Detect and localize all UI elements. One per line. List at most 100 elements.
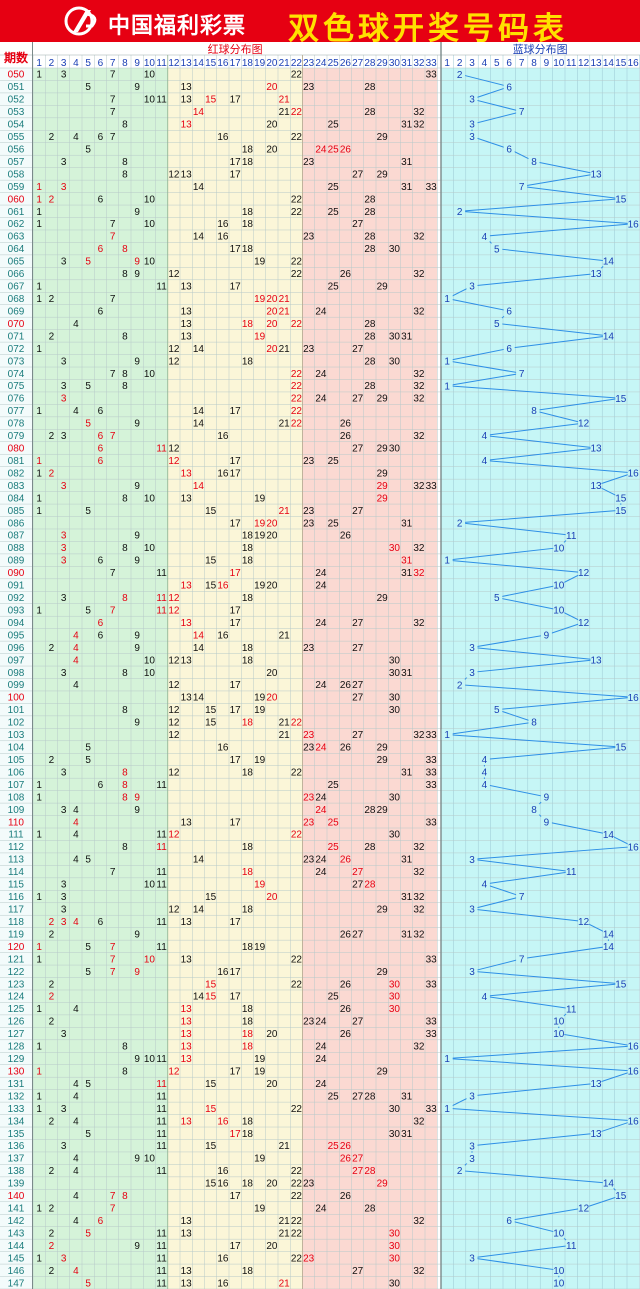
issue-number: 142	[8, 1216, 25, 1227]
red-ball-number: 24	[315, 568, 327, 579]
red-ball-number: 22	[291, 979, 303, 990]
red-ball-number: 13	[181, 1017, 193, 1028]
blue-ball-number: 8	[531, 718, 537, 729]
red-ball-number: 22	[291, 207, 303, 218]
red-ball-number: 11	[156, 842, 167, 853]
red-ball-number: 4	[73, 643, 79, 654]
red-ball-number: 15	[205, 581, 217, 592]
red-column-header: 30	[389, 58, 401, 69]
red-ball-number: 17	[230, 1066, 242, 1077]
red-ball-number: 3	[61, 556, 67, 567]
red-ball-number: 5	[85, 381, 91, 392]
blue-ball-bg	[553, 579, 565, 591]
red-ball-number: 15	[205, 979, 217, 990]
red-ball-number: 29	[377, 904, 389, 915]
red-ball-number: 27	[352, 1166, 364, 1177]
red-ball-number: 13	[181, 120, 193, 131]
issue-number: 054	[8, 120, 25, 131]
blue-ball-number: 1	[444, 1054, 450, 1065]
issue-number: 068	[8, 294, 25, 305]
blue-ball-bg	[578, 417, 590, 429]
red-ball-number: 19	[254, 693, 266, 704]
red-ball-number: 29	[377, 468, 389, 479]
red-ball-number: 4	[73, 855, 79, 866]
red-ball-number: 33	[426, 767, 438, 778]
blue-column-header: 6	[506, 58, 512, 69]
red-column-header: 5	[85, 58, 91, 69]
blue-ball-bg	[602, 1177, 614, 1189]
red-ball-number: 15	[205, 95, 217, 106]
blue-ball-number: 3	[469, 855, 475, 866]
blue-ball-number: 12	[578, 1204, 590, 1215]
blue-ball-number: 3	[469, 1091, 475, 1102]
red-ball-number: 20	[266, 1029, 278, 1040]
red-ball-number: 23	[303, 643, 315, 654]
red-column-header: 13	[181, 58, 193, 69]
red-ball-number: 5	[85, 506, 91, 517]
issue-number: 077	[8, 406, 25, 417]
red-ball-number: 5	[85, 419, 91, 430]
blue-ball-bg	[478, 753, 490, 765]
blue-ball-bg	[466, 1252, 478, 1264]
red-ball-number: 26	[340, 979, 352, 990]
red-ball-number: 1	[36, 468, 42, 479]
red-ball-number: 26	[340, 855, 352, 866]
red-ball-number: 14	[193, 107, 205, 118]
red-ball-number: 12	[168, 830, 180, 841]
red-ball-number: 21	[279, 294, 291, 305]
issue-number: 052	[8, 95, 25, 106]
blue-ball-bg	[441, 1053, 453, 1065]
red-ball-number: 19	[254, 257, 266, 268]
red-ball-number: 10	[144, 70, 156, 81]
blue-ball-bg	[590, 479, 602, 491]
red-ball-number: 8	[122, 1042, 128, 1053]
blue-ball-number: 10	[553, 1229, 565, 1240]
red-ball-number: 30	[389, 979, 401, 990]
red-ball-number: 10	[144, 880, 156, 891]
blue-ball-number: 10	[553, 1266, 565, 1277]
blue-ball-bg	[478, 878, 490, 890]
red-ball-number: 23	[303, 232, 315, 243]
blue-ball-bg	[516, 367, 528, 379]
red-ball-number: 12	[168, 605, 180, 616]
red-ball-number: 1	[36, 1091, 42, 1102]
red-ball-number: 22	[291, 767, 303, 778]
red-ball-number: 17	[230, 169, 242, 180]
red-ball-number: 20	[266, 344, 278, 355]
issue-number: 104	[8, 743, 25, 754]
red-ball-number: 17	[230, 518, 242, 529]
red-ball-number: 8	[122, 543, 128, 554]
red-ball-number: 13	[181, 493, 193, 504]
red-ball-number: 32	[413, 1116, 425, 1127]
issue-number: 143	[8, 1228, 25, 1239]
red-ball-number: 28	[364, 381, 376, 392]
red-ball-number: 24	[315, 792, 327, 803]
red-ball-number: 21	[279, 107, 291, 118]
red-ball-number: 9	[134, 1154, 140, 1165]
issue-number: 123	[8, 979, 25, 990]
issue-number: 110	[8, 817, 24, 828]
red-ball-number: 2	[49, 1166, 55, 1177]
red-ball-number: 31	[401, 518, 413, 529]
red-ball-number: 31	[401, 668, 413, 679]
red-ball-number: 22	[291, 1166, 303, 1177]
blue-ball-bg	[441, 1102, 453, 1114]
red-ball-number: 17	[230, 917, 242, 928]
red-ball-number: 25	[328, 182, 340, 193]
red-column-header: 32	[413, 58, 425, 69]
issue-number: 146	[8, 1266, 25, 1277]
red-ball-number: 5	[85, 82, 91, 93]
red-ball-number: 33	[426, 979, 438, 990]
blue-ball-number: 6	[506, 344, 512, 355]
red-column-header: 31	[401, 58, 413, 69]
red-ball-number: 8	[122, 780, 128, 791]
issue-number: 062	[8, 219, 25, 230]
red-ball-number: 32	[413, 381, 425, 392]
blue-ball-number: 5	[494, 244, 500, 255]
red-ball-number: 32	[413, 842, 425, 853]
blue-ball-bg	[590, 442, 602, 454]
red-ball-number: 18	[242, 1116, 254, 1127]
red-ball-number: 30	[389, 1241, 401, 1252]
red-column-header: 15	[205, 58, 217, 69]
red-ball-number: 12	[168, 718, 180, 729]
